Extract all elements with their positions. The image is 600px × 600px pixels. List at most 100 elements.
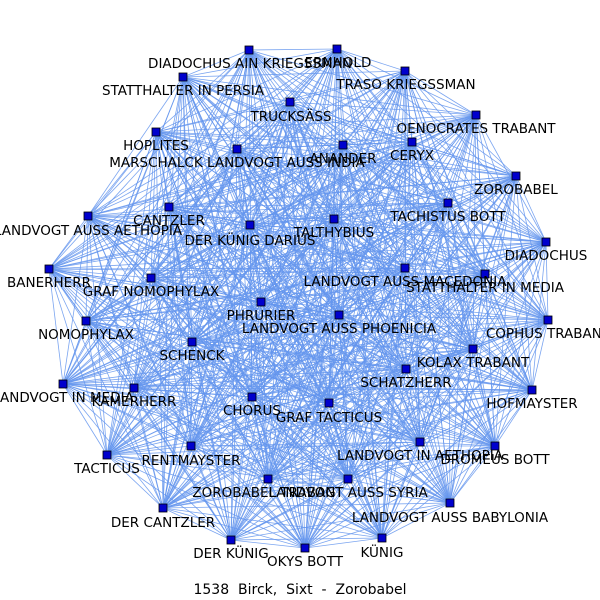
graph-edge xyxy=(106,396,253,456)
graph-edge xyxy=(449,175,517,504)
graph-edge xyxy=(162,48,338,509)
graph-edge xyxy=(168,114,477,208)
graph-edge xyxy=(85,218,335,322)
graph-edge xyxy=(251,396,349,480)
graph-edge xyxy=(62,267,406,385)
graph-edge xyxy=(48,268,64,385)
graph-edge xyxy=(150,277,549,321)
graph-node-grafnomophylax xyxy=(146,273,156,283)
graph-edge xyxy=(347,141,413,480)
graph-edge xyxy=(411,141,517,177)
graph-edge xyxy=(162,402,330,509)
node-label-kunig: KÜNIG xyxy=(361,543,404,561)
graph-edge xyxy=(191,301,262,343)
graph-node-dercantzler xyxy=(158,503,168,513)
graph-node-cophus xyxy=(543,315,553,325)
node-label-diadochus: DIADOCHUS xyxy=(505,248,588,264)
graph-edge xyxy=(260,301,533,391)
graph-edge xyxy=(336,48,547,243)
graph-edge xyxy=(48,241,547,270)
graph-node-kolax xyxy=(468,344,478,354)
graph-edge xyxy=(190,389,533,447)
graph-edge xyxy=(404,70,477,116)
graph-edge xyxy=(182,76,477,116)
graph-edge xyxy=(182,76,383,539)
graph-node-hoplites xyxy=(151,127,161,137)
node-label-trucksass: TRUCKSÄSS xyxy=(250,107,332,125)
graph-node-cantzler xyxy=(164,202,174,212)
graph-edge xyxy=(168,49,250,208)
graph-edge xyxy=(133,301,262,389)
graph-edge xyxy=(182,76,344,146)
graph-edge xyxy=(62,70,406,385)
node-label-stattpersia: STATTHALTER IN PERSIA xyxy=(102,83,265,99)
graph-edge xyxy=(48,268,193,343)
graph-edge xyxy=(304,218,335,549)
graph-edge xyxy=(328,144,344,404)
label-layer: ERNHOLD TRASO KRIEGSSMAN DIADOCHUS AIN KRI… xyxy=(0,55,600,570)
graph-edge xyxy=(133,387,192,447)
graph-node-dromeus xyxy=(490,441,500,451)
graph-edge xyxy=(106,368,407,456)
graph-edge xyxy=(190,341,193,447)
graph-node-anander xyxy=(338,140,348,150)
graph-edge xyxy=(62,224,251,385)
graph-edge xyxy=(328,389,533,404)
graph-edge xyxy=(230,141,413,541)
node-label-schatzherr: SCHATZHERR xyxy=(360,375,451,391)
graph-edge xyxy=(449,445,496,504)
node-label-kunigdarius: DER KÜNIG DARIUS xyxy=(184,231,315,249)
graph-edge xyxy=(260,301,340,316)
graph-edge xyxy=(260,301,269,480)
graph-edge xyxy=(106,402,330,456)
graph-caption: 1538 Birck, Sixt - Zorobabel xyxy=(193,582,407,598)
graph-edge xyxy=(182,76,291,103)
graph-edge xyxy=(342,141,413,146)
graph-edge xyxy=(106,445,192,456)
graph-edge xyxy=(248,49,517,177)
node-label-hoplites: HOPLITES xyxy=(123,138,189,154)
graph-node-chorus xyxy=(247,392,257,402)
graph-edge xyxy=(133,387,164,509)
graph-edge xyxy=(191,341,407,370)
graph-edge xyxy=(267,314,340,480)
graph-edge xyxy=(475,114,549,321)
graph-node-phrurier xyxy=(256,297,266,307)
graph-node-tacticus xyxy=(102,450,112,460)
graph-edge xyxy=(419,441,496,447)
graph-edge xyxy=(404,70,449,204)
graph-edge xyxy=(289,101,477,116)
graph-edge xyxy=(191,341,474,350)
graph-node-zorobabeltrabant xyxy=(263,474,273,484)
graph-edge xyxy=(531,241,547,391)
graph-edge xyxy=(48,101,291,270)
graph-edge xyxy=(342,144,517,177)
graph-edge xyxy=(449,241,547,504)
graph-edge xyxy=(106,454,164,509)
graph-edge xyxy=(62,206,170,385)
graph-edge xyxy=(230,148,238,541)
graph-edge xyxy=(190,202,449,447)
graph-edge xyxy=(62,319,549,385)
graph-edge xyxy=(190,445,269,480)
graph-node-landvogtmedia xyxy=(58,379,68,389)
graph-edge xyxy=(62,383,108,456)
graph-edge xyxy=(62,320,87,385)
graph-edge xyxy=(155,131,407,370)
graph-edge xyxy=(447,175,517,204)
graph-edge xyxy=(48,268,164,509)
graph-edge xyxy=(333,218,547,243)
graph-edge xyxy=(150,267,406,279)
graph-edge xyxy=(304,389,533,549)
graph-edge xyxy=(190,319,549,447)
graph-edge xyxy=(304,478,349,549)
graph-edge xyxy=(328,348,474,404)
graph-edge xyxy=(267,175,517,480)
graph-edge xyxy=(155,49,250,133)
graph-edge xyxy=(447,202,451,504)
graph-edge xyxy=(150,277,330,404)
graph-edge xyxy=(267,241,547,480)
graph-edge xyxy=(168,206,335,220)
graph-edge xyxy=(150,277,349,480)
node-label-grafnomophylax: GRAF NOMOPHYLAX xyxy=(83,284,219,300)
